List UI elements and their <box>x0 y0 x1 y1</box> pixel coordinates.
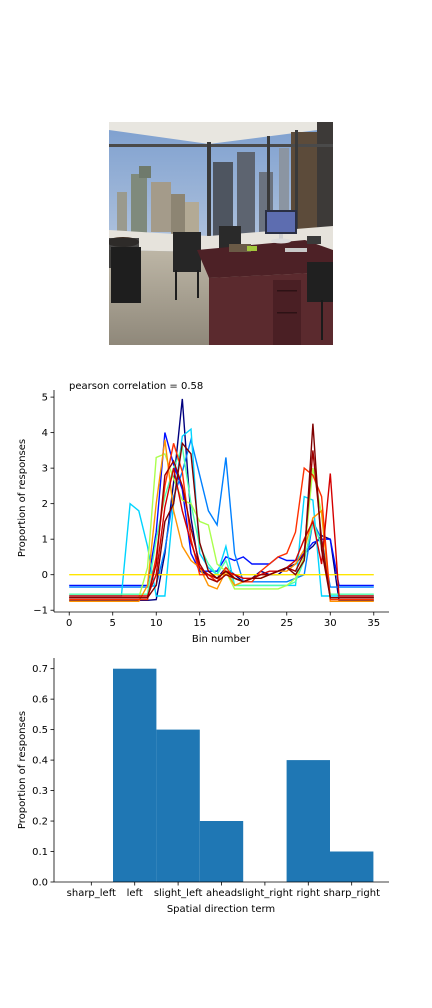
bar-chart: sharp_left left slight_left ahead slight_rig… <box>17 658 389 915</box>
bar-chart-ylabel: Proportion of responses <box>17 711 28 829</box>
x-tick-label: 20 <box>237 618 250 629</box>
line-chart-axes: 0 5 10 15 20 25 30 35 −1 0 1 2 3 4 5 <box>33 390 389 629</box>
y-tick-label: 0.2 <box>32 817 48 828</box>
y-tick-label: 2 <box>42 499 48 510</box>
office-photo <box>109 122 333 345</box>
x-tick-label: slight_left <box>154 888 203 899</box>
y-tick-label: 0 <box>42 570 48 581</box>
x-tick-label: left <box>127 888 143 899</box>
x-tick-label: 30 <box>324 618 337 629</box>
x-tick-label: sharp_right <box>323 888 380 899</box>
x-tick-label: slight_right <box>237 888 293 899</box>
line-chart-ylabel: Proportion of responses <box>17 439 28 557</box>
y-tick-label: 4 <box>42 428 48 439</box>
x-tick-label: 35 <box>367 618 380 629</box>
x-tick-label: right <box>297 888 321 899</box>
line-chart-title: pearson correlation = 0.58 <box>69 381 203 392</box>
y-tick-label: 0.5 <box>32 725 48 736</box>
y-tick-label: 1 <box>42 535 48 546</box>
y-tick-label: −1 <box>33 606 48 617</box>
y-tick-label: 0.4 <box>32 756 48 767</box>
y-tick-label: 0.0 <box>32 878 48 889</box>
x-tick-label: 0 <box>66 618 72 629</box>
line-series-8 <box>69 439 374 603</box>
bar-sharp_right <box>330 851 374 882</box>
bar-chart-xlabel: Spatial direction term <box>167 904 275 915</box>
x-tick-label: 25 <box>280 618 293 629</box>
line-chart-xlabel: Bin number <box>192 634 251 642</box>
y-tick-label: 5 <box>42 393 48 404</box>
bar-chart-plot-area <box>113 668 374 882</box>
bar-slight_left <box>156 729 200 882</box>
line-chart: pearson correlation = 0.58 0 5 10 15 20 25 30 3… <box>17 381 389 642</box>
bar-left <box>113 668 157 882</box>
line-chart-plot-area <box>69 398 374 603</box>
line-series-2 <box>69 432 374 587</box>
bar-chart-axes: sharp_left left slight_left ahead slight_rig… <box>32 658 389 899</box>
y-tick-label: 0.6 <box>32 695 48 706</box>
line-series-9 <box>69 443 374 601</box>
line-series-12 <box>69 423 374 599</box>
bar-ahead <box>199 821 244 882</box>
x-tick-label: sharp_left <box>67 888 116 899</box>
x-tick-label: 15 <box>193 618 206 629</box>
x-tick-label: 5 <box>110 618 116 629</box>
y-tick-label: 3 <box>42 464 48 475</box>
x-tick-label: 10 <box>150 618 163 629</box>
x-tick-label: ahead <box>206 888 237 899</box>
y-tick-label: 0.1 <box>32 847 48 858</box>
bar-right <box>286 760 330 882</box>
y-tick-label: 0.7 <box>32 664 48 675</box>
y-tick-label: 0.3 <box>32 786 48 797</box>
